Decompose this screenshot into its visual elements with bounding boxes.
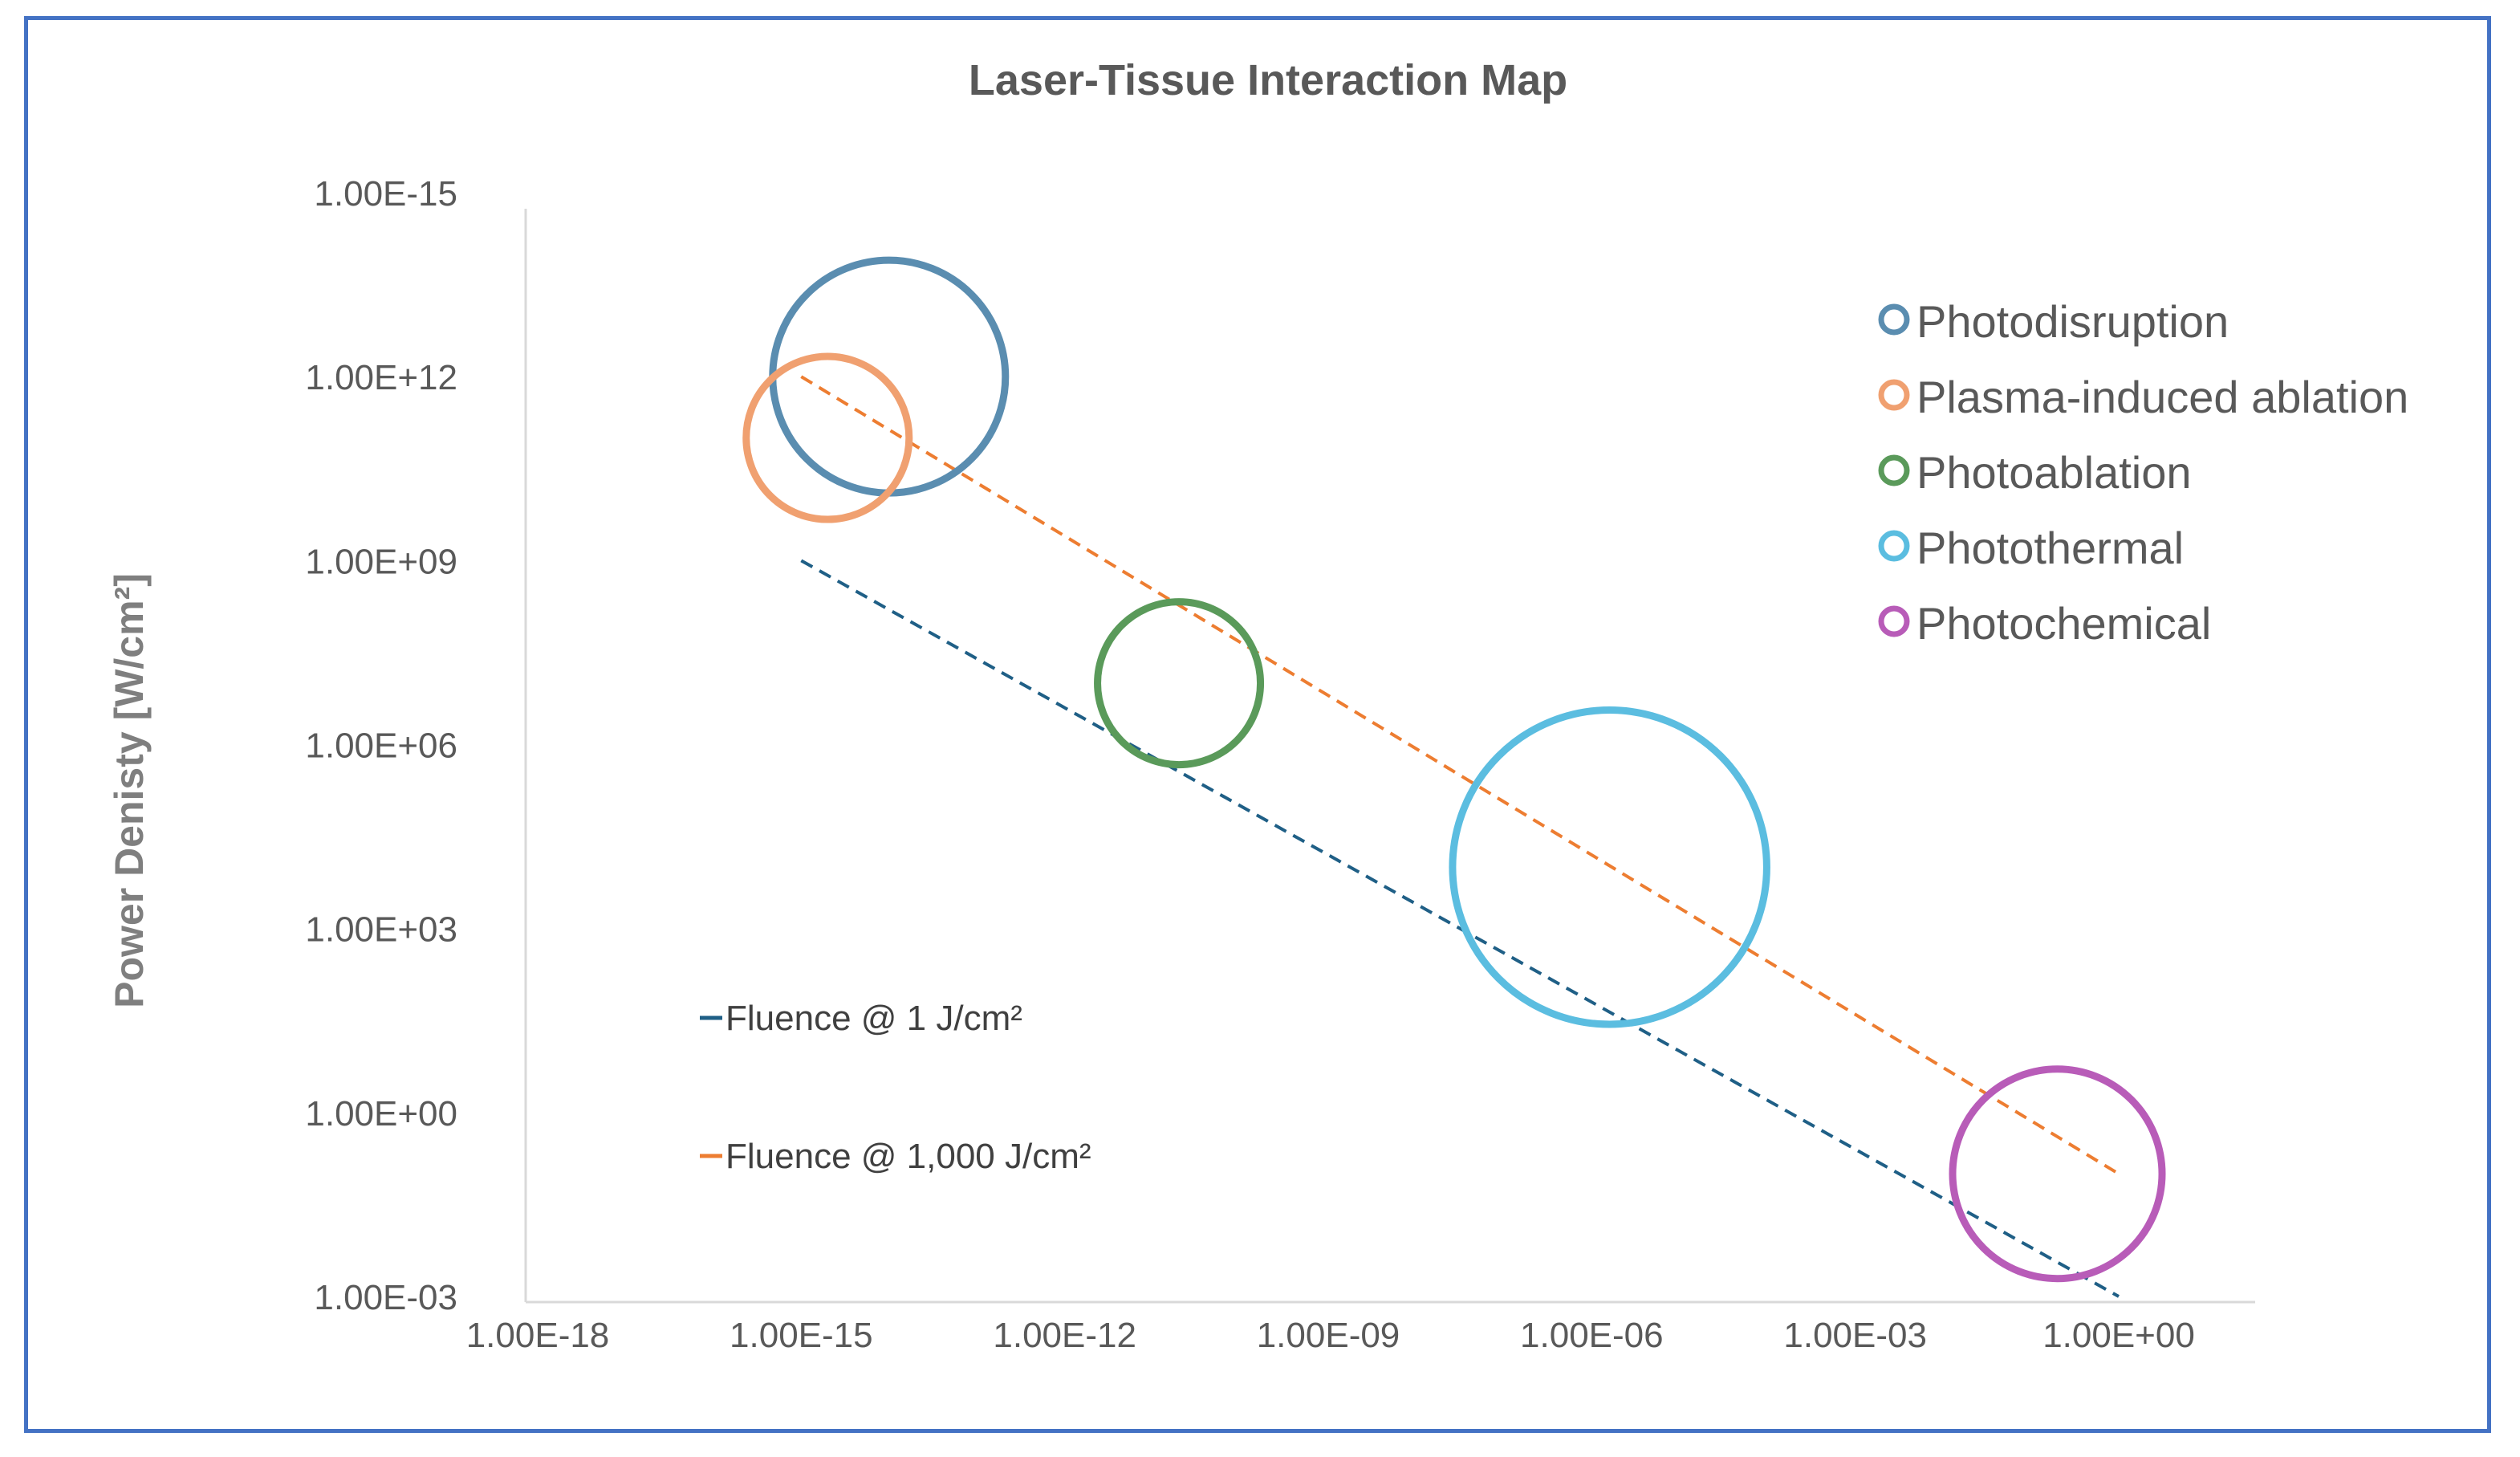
y-axis-title: Power Denisty [W/cm²] <box>107 573 152 1008</box>
bubble-plasma-induced-ablation <box>742 352 913 523</box>
bubble-photoablation <box>1094 598 1265 769</box>
legend-marker <box>1878 454 1910 486</box>
x-tick-label: 1.00E-18 <box>466 1316 610 1355</box>
legend-marker <box>1878 530 1910 562</box>
fluence-1000-line <box>800 375 2120 1175</box>
chart-frame <box>24 16 2491 1433</box>
y-tick-label: 1.00E+03 <box>305 910 457 950</box>
bubble-photothermal <box>1449 706 1770 1028</box>
chart-title: Laser-Tissue Interaction Map <box>969 56 1567 104</box>
bubble-photodisruption <box>769 256 1010 497</box>
legend-marker <box>1878 379 1910 411</box>
y-tick-label: 1.00E+06 <box>305 726 457 766</box>
y-tick-label: 1.00E+09 <box>305 542 457 581</box>
bubble-photochemical <box>1949 1065 2166 1283</box>
legend-marker <box>1878 605 1910 637</box>
legend-label: Photothermal <box>1916 523 2184 573</box>
x-tick-label: 1.00E-15 <box>730 1316 873 1355</box>
y-tick-label: 1.00E-15 <box>314 174 457 214</box>
legend-label: Plasma-induced ablation <box>1916 372 2408 422</box>
legend-label: Photochemical <box>1916 598 2211 649</box>
x-tick-label: 1.00E-12 <box>993 1316 1136 1355</box>
y-tick-label: 1.00E+12 <box>305 358 457 397</box>
y-tick-label: 1.00E-03 <box>314 1278 457 1317</box>
fluence-legend-label: Fluence @ 1 J/cm² <box>726 999 1022 1038</box>
fluence-1-line <box>800 559 2120 1298</box>
y-tick-label: 1.00E+00 <box>305 1094 457 1133</box>
x-tick-label: 1.00E-03 <box>1783 1316 1927 1355</box>
x-tick-label: 1.00E-09 <box>1257 1316 1400 1355</box>
x-tick-label: 1.00E+00 <box>2042 1316 2195 1355</box>
legend-label: Photoablation <box>1916 447 2192 498</box>
legend-marker <box>1878 303 1910 336</box>
x-tick-label: 1.00E-06 <box>1520 1316 1664 1355</box>
legend-label: Photodisruption <box>1916 296 2229 347</box>
fluence-legend-label: Fluence @ 1,000 J/cm² <box>726 1137 1091 1176</box>
